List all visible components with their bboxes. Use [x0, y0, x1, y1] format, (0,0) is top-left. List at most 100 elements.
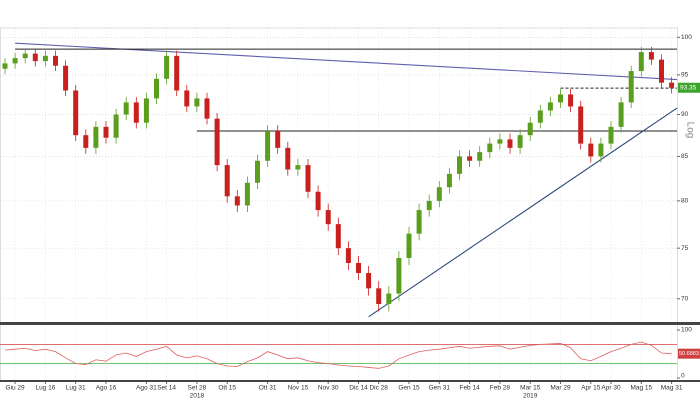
x-tick-label: Ott 31 — [259, 385, 277, 392]
rsi-tick-label: 0 — [681, 373, 685, 380]
x-tick-label: Ago 31 — [136, 385, 157, 392]
candle-body — [42, 55, 48, 62]
x-tick-label: Apr 30 — [601, 385, 621, 392]
candle-body — [568, 94, 574, 107]
x-tick-label: Dic 14 — [349, 385, 368, 392]
candle-body — [113, 114, 119, 138]
candle-body — [578, 106, 584, 144]
candle-body — [103, 126, 109, 138]
candle-body — [547, 102, 553, 111]
candle-body — [618, 102, 624, 127]
x-tick-label: Gen 15 — [398, 385, 420, 392]
x-tick-label: Mag 15 — [630, 385, 652, 392]
candle-body — [426, 200, 432, 211]
candle-body — [93, 126, 99, 148]
candle-body — [214, 118, 220, 166]
candle-body — [537, 110, 543, 123]
x-tick-label: Mar 29 — [550, 385, 571, 392]
candle-body — [73, 90, 79, 136]
candle-body — [32, 53, 38, 62]
x-tick-label: Feb 14 — [459, 385, 480, 392]
candle-body — [285, 147, 291, 170]
candle-body — [457, 156, 462, 174]
candle-body — [517, 135, 523, 148]
candle-body — [164, 55, 170, 79]
x-tick-label: Set 14 — [157, 385, 176, 392]
candle-body — [184, 90, 190, 107]
x-tick-label: Lug 31 — [66, 385, 86, 392]
y-tick-label: 70 — [681, 295, 689, 302]
candle-body — [154, 78, 159, 99]
x-tick-label: Feb 28 — [490, 385, 511, 392]
candle-body — [628, 71, 634, 103]
plot-frame — [0, 27, 678, 382]
candle-body — [467, 156, 473, 161]
candle-body — [174, 55, 180, 91]
candle-body — [376, 288, 382, 305]
candle-body — [12, 58, 18, 64]
period-label: 2018 — [190, 393, 205, 400]
x-axis-line — [0, 380, 700, 382]
candle-body — [143, 98, 149, 123]
candle-body — [497, 139, 503, 144]
rsi-tag — [678, 348, 700, 359]
candle-body — [295, 165, 301, 170]
x-tick-label: Ott 15 — [218, 385, 236, 392]
candle-body — [527, 122, 533, 136]
candle-body — [366, 273, 372, 289]
candle-body — [265, 131, 271, 161]
x-tick-label: Lug 16 — [35, 385, 55, 392]
candle-body — [2, 63, 8, 69]
x-tick-label: Gen 31 — [429, 385, 451, 392]
candle-body — [659, 59, 664, 83]
y-tick-label: 75 — [681, 245, 689, 252]
candle-body — [477, 152, 483, 161]
x-tick-label: Ago 16 — [96, 385, 117, 392]
candle-body — [588, 143, 594, 157]
price-tag-label: 93.35 — [680, 84, 697, 91]
candle-body — [638, 52, 644, 72]
candle-body — [436, 187, 442, 201]
candle-body — [386, 293, 392, 305]
candle-body — [406, 233, 412, 259]
candle-body — [244, 182, 250, 206]
candle-body — [194, 98, 200, 107]
candle-body — [345, 248, 351, 263]
x-tick-label: Nov 15 — [288, 385, 309, 392]
candle-body — [396, 258, 402, 294]
candle-body — [255, 160, 260, 183]
y-tick-label: 85 — [681, 153, 689, 160]
candle-body — [648, 52, 654, 60]
candle-body — [558, 94, 563, 103]
rsi-tick-label: 100 — [681, 327, 692, 334]
candle-body — [598, 143, 604, 157]
candle-body — [63, 65, 69, 91]
candle-body — [204, 98, 210, 119]
scale-label: Log — [684, 122, 695, 139]
x-tick-label: Set 28 — [188, 385, 207, 392]
x-tick-label: Nov 30 — [318, 385, 339, 392]
candle-body — [608, 126, 614, 144]
candle-body — [487, 143, 493, 153]
candle-body — [22, 53, 28, 59]
candle-body — [275, 131, 281, 148]
price-tag — [678, 82, 700, 93]
candle-body — [305, 165, 311, 192]
candle-body — [335, 224, 341, 249]
candle-body — [224, 165, 230, 197]
candle-body — [356, 262, 361, 274]
panel-separator — [0, 322, 700, 325]
x-tick-label: Giu 29 — [6, 385, 26, 392]
y-tick-label: 100 — [681, 34, 692, 41]
period-label: 2019 — [523, 393, 538, 400]
candle-body — [83, 135, 89, 148]
x-tick-label: Mag 31 — [661, 385, 683, 392]
x-tick-label: Apr 15 — [581, 385, 601, 392]
x-tick-label: Mar 15 — [520, 385, 541, 392]
rsi-tag-label: 50.6883 — [679, 351, 699, 357]
candle-body — [446, 173, 452, 188]
candle-body — [133, 102, 139, 123]
candle-body — [53, 55, 58, 66]
candle-body — [123, 102, 129, 115]
